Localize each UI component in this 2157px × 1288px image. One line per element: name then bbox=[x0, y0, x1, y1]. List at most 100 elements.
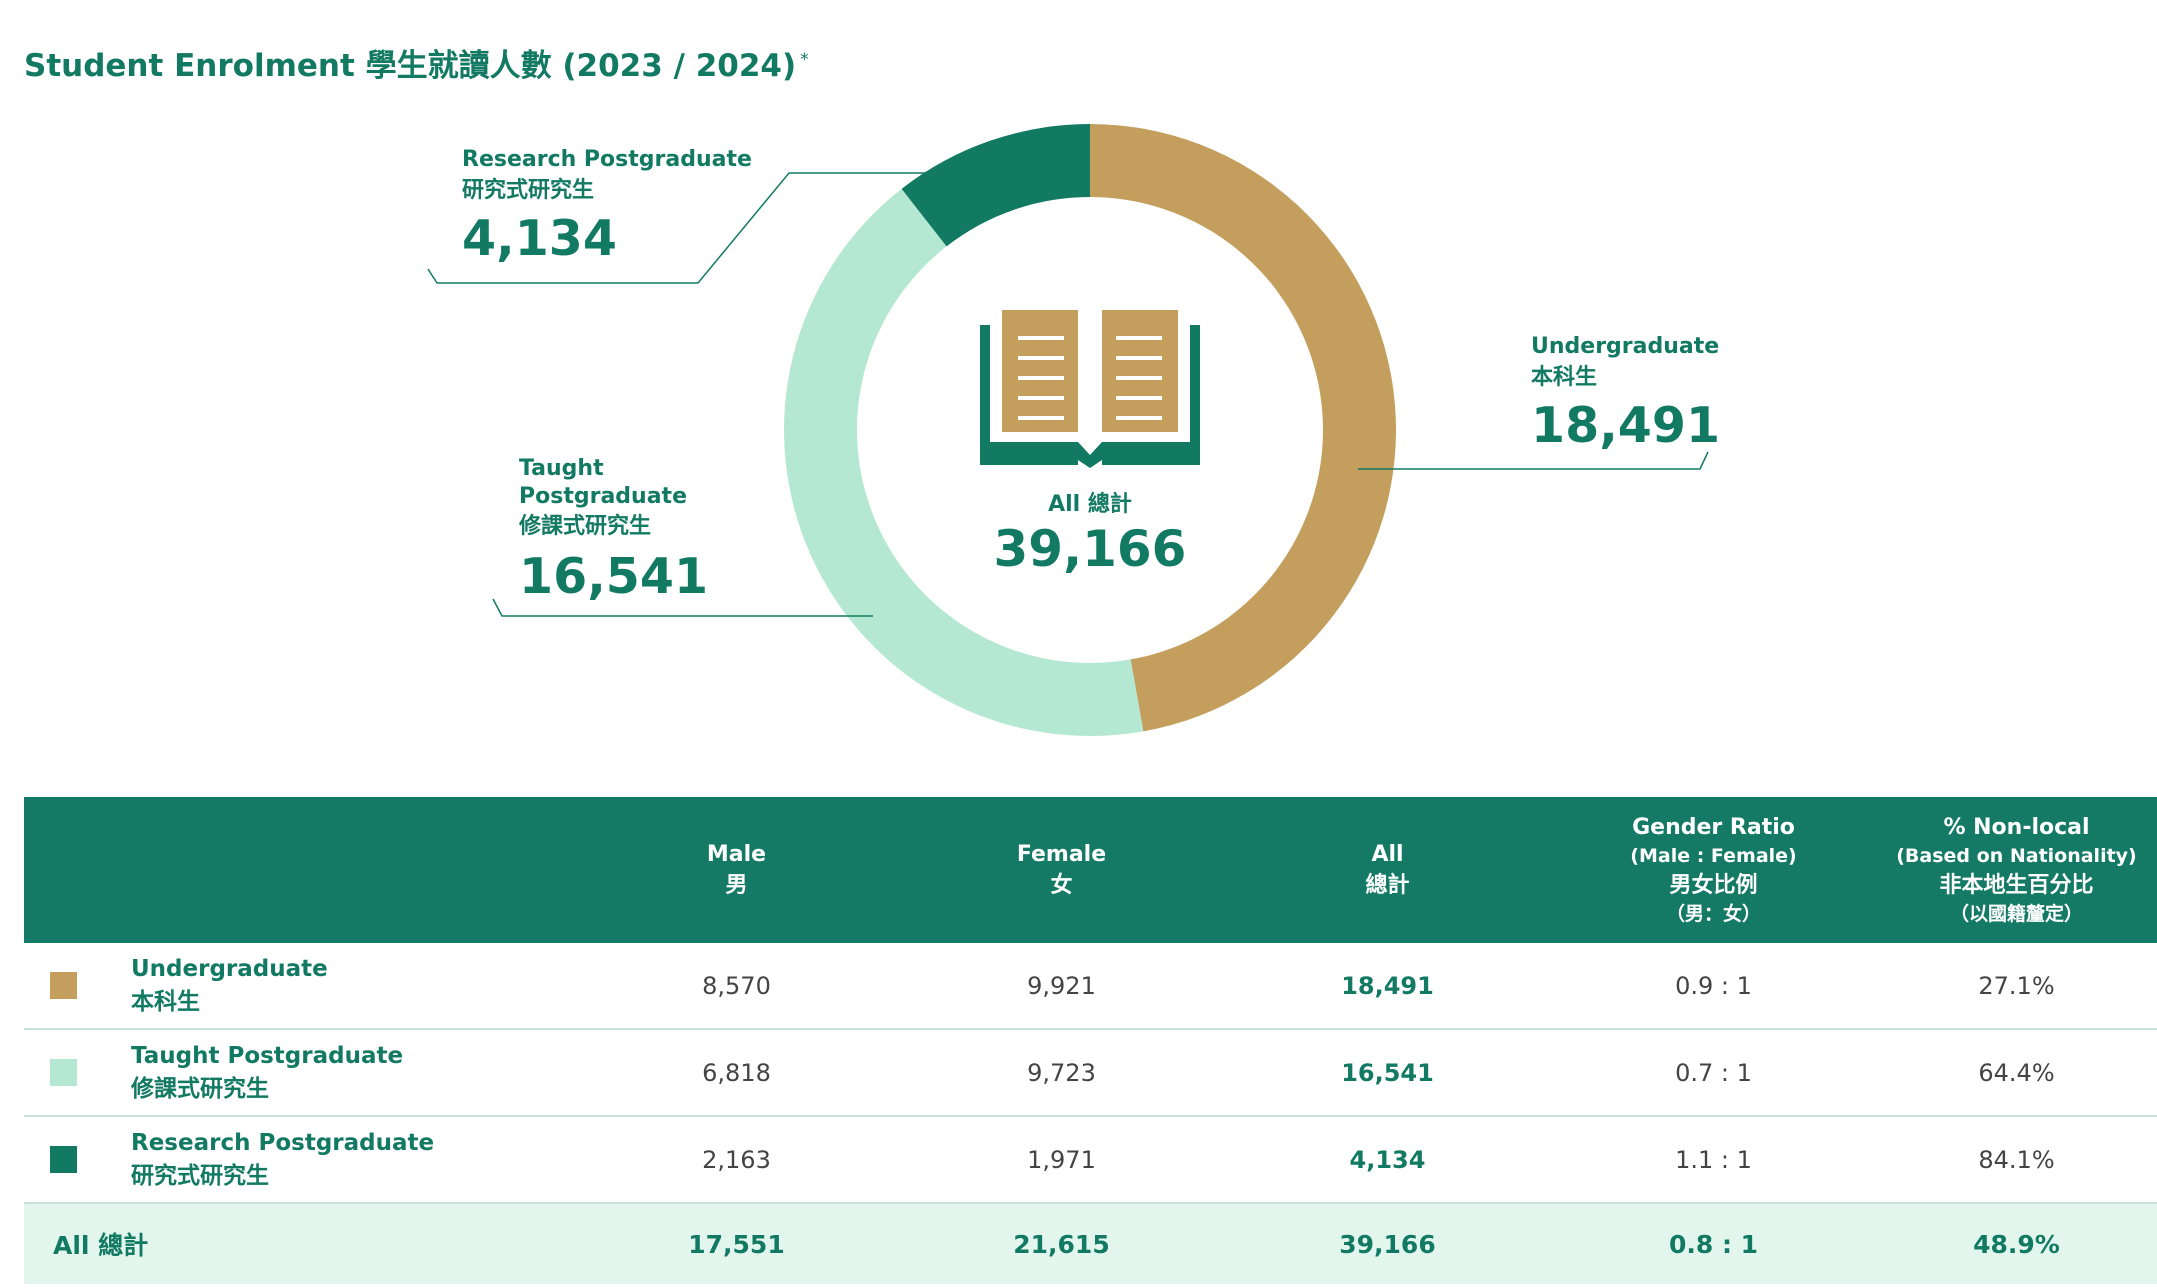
enrolment-donut-chart bbox=[427, 124, 1709, 736]
callout-research-postgraduate: Research Postgraduate 研究式研究生 4,134 bbox=[462, 145, 752, 270]
open-book-icon bbox=[980, 310, 1200, 468]
header-all: All 總計 bbox=[1224, 797, 1551, 943]
total-gender-ratio: 0.8 : 1 bbox=[1551, 1203, 1876, 1284]
header-gender-ratio: Gender Ratio (Male : Female) 男女比例 （男：女） bbox=[1551, 797, 1876, 943]
header-non-local-sub-en: (Based on Nationality) bbox=[1896, 845, 2137, 867]
cell-male: 2,163 bbox=[574, 1116, 899, 1204]
legend-swatch-taught-postgraduate bbox=[50, 1059, 77, 1086]
book-page-left bbox=[1002, 310, 1078, 432]
callout-taught-postgraduate-zh: 修課式研究生 bbox=[519, 514, 652, 539]
cell-non-local: 84.1% bbox=[1876, 1116, 2157, 1204]
callout-undergraduate-value: 18,491 bbox=[1531, 397, 1721, 454]
leader-line-taught-postgraduate bbox=[492, 598, 873, 617]
cell-female: 9,921 bbox=[899, 943, 1224, 1030]
cell-female: 1,971 bbox=[899, 1116, 1224, 1204]
total-male: 17,551 bbox=[574, 1203, 899, 1284]
title-footnote-mark: * bbox=[800, 49, 809, 70]
donut-slice-research-postgraduate bbox=[901, 124, 1090, 247]
donut-center: All 總計 39,166 bbox=[940, 486, 1240, 578]
header-male: Male 男 bbox=[574, 797, 899, 943]
row-category-wrap: Taught Postgraduate 修課式研究生 bbox=[24, 1040, 574, 1106]
callout-research-postgraduate-value: 4,134 bbox=[462, 210, 617, 267]
callout-undergraduate-en: Undergraduate bbox=[1531, 334, 1720, 359]
book-base-left bbox=[980, 442, 1078, 465]
row-category-en: Research Postgraduate bbox=[131, 1129, 435, 1156]
header-non-local-zh: 非本地生百分比 bbox=[1939, 873, 2094, 898]
cell-gender-ratio: 0.7 : 1 bbox=[1551, 1029, 1876, 1117]
cell-male: 6,818 bbox=[574, 1029, 899, 1117]
table-header-row: Male 男 Female 女 All 總計 Gender Ratio (Mal… bbox=[24, 797, 2157, 943]
page-title-text: Student Enrolment 學生就讀人數 (2023 / 2024) bbox=[24, 48, 797, 84]
row-category-wrap: Undergraduate 本科生 bbox=[24, 953, 574, 1019]
cell-non-local: 27.1% bbox=[1876, 943, 2157, 1030]
header-non-local: % Non-local (Based on Nationality) 非本地生百… bbox=[1876, 797, 2157, 943]
header-male-en: Male bbox=[706, 842, 767, 867]
donut-center-label: All 總計 bbox=[1048, 492, 1132, 517]
header-non-local-sub-zh: （以國籍釐定） bbox=[1949, 903, 2083, 925]
row-category-zh: 修課式研究生 bbox=[131, 1075, 269, 1102]
header-female: Female 女 bbox=[899, 797, 1224, 943]
book-text-lines bbox=[1018, 336, 1162, 420]
cell-non-local: 64.4% bbox=[1876, 1029, 2157, 1117]
header-all-en: All bbox=[1371, 842, 1404, 867]
table-total-row: All 總計 17,551 21,615 39,166 0.8 : 1 48.9… bbox=[24, 1203, 2157, 1284]
donut-center-value: 39,166 bbox=[993, 520, 1187, 578]
callout-research-postgraduate-zh: 研究式研究生 bbox=[462, 178, 595, 203]
header-male-zh: 男 bbox=[725, 873, 748, 898]
cell-female: 9,723 bbox=[899, 1029, 1224, 1117]
row-category: Research Postgraduate 研究式研究生 bbox=[24, 1116, 574, 1204]
total-all: 39,166 bbox=[1224, 1203, 1551, 1284]
legend-swatch-undergraduate bbox=[50, 972, 77, 999]
header-gender-ratio-sub-zh: （男：女） bbox=[1665, 903, 1761, 925]
donut-slice-undergraduate bbox=[1090, 124, 1397, 732]
header-non-local-en: % Non-local bbox=[1943, 815, 2090, 840]
header-gender-ratio-sub-en: (Male : Female) bbox=[1630, 845, 1797, 867]
cell-all: 16,541 bbox=[1224, 1029, 1551, 1117]
table-row: Undergraduate 本科生 8,570 9,921 18,491 0.9… bbox=[24, 943, 2157, 1030]
page-title: Student Enrolment 學生就讀人數 (2023 / 2024) * bbox=[24, 40, 809, 85]
header-female-zh: 女 bbox=[1050, 873, 1073, 898]
leader-line-undergraduate bbox=[1358, 451, 1709, 470]
donut-slice-taught-postgraduate bbox=[784, 188, 1144, 736]
row-category-en: Undergraduate bbox=[131, 955, 328, 982]
callout-research-postgraduate-en: Research Postgraduate bbox=[462, 147, 752, 172]
book-base-right bbox=[1102, 442, 1200, 465]
leader-line-research-postgraduate bbox=[427, 172, 925, 284]
cell-male: 8,570 bbox=[574, 943, 899, 1030]
book-cover-left bbox=[980, 325, 990, 465]
callout-undergraduate-zh: 本科生 bbox=[1531, 365, 1598, 390]
row-category-label: Taught Postgraduate 修課式研究生 bbox=[131, 1040, 403, 1106]
row-category-en: Taught Postgraduate bbox=[131, 1042, 404, 1069]
callout-taught-postgraduate-value: 16,541 bbox=[519, 548, 709, 605]
row-category: Undergraduate 本科生 bbox=[24, 943, 574, 1030]
leader-lines bbox=[427, 172, 1709, 617]
legend-swatch-research-postgraduate bbox=[50, 1146, 77, 1173]
total-label: All 總計 bbox=[24, 1203, 574, 1284]
cell-all: 18,491 bbox=[1224, 943, 1551, 1030]
row-category-label: Undergraduate 本科生 bbox=[131, 953, 328, 1019]
header-gender-ratio-en: Gender Ratio bbox=[1632, 815, 1795, 840]
header-gender-ratio-zh: 男女比例 bbox=[1669, 873, 1758, 898]
cell-gender-ratio: 1.1 : 1 bbox=[1551, 1116, 1876, 1204]
row-category-zh: 研究式研究生 bbox=[131, 1162, 269, 1189]
row-category: Taught Postgraduate 修課式研究生 bbox=[24, 1029, 574, 1117]
callout-taught-postgraduate: Taught Postgraduate 修課式研究生 16,541 bbox=[519, 455, 708, 608]
total-female: 21,615 bbox=[899, 1203, 1224, 1284]
header-female-en: Female bbox=[1016, 842, 1107, 867]
total-non-local: 48.9% bbox=[1876, 1203, 2157, 1284]
donut-slices bbox=[784, 124, 1397, 736]
book-fold bbox=[1078, 310, 1090, 455]
header-all-zh: 總計 bbox=[1365, 873, 1410, 898]
row-category-wrap: Research Postgraduate 研究式研究生 bbox=[24, 1127, 574, 1193]
cell-all: 4,134 bbox=[1224, 1116, 1551, 1204]
row-category-zh: 本科生 bbox=[131, 988, 200, 1015]
table-row: Taught Postgraduate 修課式研究生 6,818 9,723 1… bbox=[24, 1029, 2157, 1117]
book-fold-right bbox=[1090, 310, 1102, 455]
row-category-label: Research Postgraduate 研究式研究生 bbox=[131, 1127, 434, 1193]
callout-taught-postgraduate-en: Taught Postgraduate bbox=[519, 456, 687, 509]
cell-gender-ratio: 0.9 : 1 bbox=[1551, 943, 1876, 1030]
book-cover-right bbox=[1190, 325, 1200, 465]
book-page-right bbox=[1102, 310, 1178, 432]
callout-undergraduate: Undergraduate 本科生 18,491 bbox=[1531, 332, 1720, 457]
table-row: Research Postgraduate 研究式研究生 2,163 1,971… bbox=[24, 1116, 2157, 1204]
